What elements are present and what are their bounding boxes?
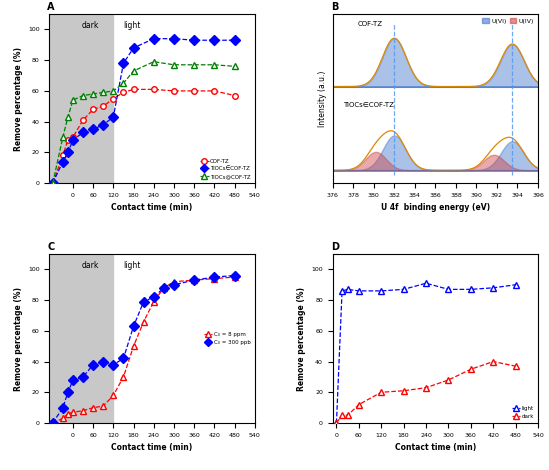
Text: dark: dark xyxy=(82,261,99,270)
X-axis label: Contact time (min): Contact time (min) xyxy=(395,443,476,452)
Text: TiOCs∈COF-TZ: TiOCs∈COF-TZ xyxy=(343,102,394,108)
Text: A: A xyxy=(47,2,55,12)
X-axis label: U 4f  binding energy (eV): U 4f binding energy (eV) xyxy=(381,204,490,212)
Text: light: light xyxy=(124,21,141,30)
Legend: COF-TZ, TiOCs∈COF-TZ, TiOCs@COF-TZ: COF-TZ, TiOCs∈COF-TZ, TiOCs@COF-TZ xyxy=(199,157,252,180)
Y-axis label: Intensity (a.u.): Intensity (a.u.) xyxy=(318,70,327,127)
Text: B: B xyxy=(330,2,338,12)
Bar xyxy=(49,254,113,423)
Bar xyxy=(49,14,113,183)
X-axis label: Contact time (min): Contact time (min) xyxy=(111,204,193,212)
Text: COF-TZ: COF-TZ xyxy=(357,21,383,27)
Y-axis label: Remove percentage (%): Remove percentage (%) xyxy=(14,287,23,391)
Y-axis label: Remove percentage (%): Remove percentage (%) xyxy=(14,47,23,150)
Text: dark: dark xyxy=(82,21,99,30)
Y-axis label: Remove percentage (%): Remove percentage (%) xyxy=(297,287,306,391)
Legend: light, dark: light, dark xyxy=(511,405,535,420)
Legend: C₀ = 8 ppm, C₀ = 300 ppb: C₀ = 8 ppm, C₀ = 300 ppb xyxy=(203,331,252,346)
Text: light: light xyxy=(124,261,141,270)
Text: C: C xyxy=(47,243,54,252)
Text: D: D xyxy=(330,243,339,252)
Legend: U(VI), U(IV): U(VI), U(IV) xyxy=(481,17,535,25)
X-axis label: Contact time (min): Contact time (min) xyxy=(111,443,193,452)
